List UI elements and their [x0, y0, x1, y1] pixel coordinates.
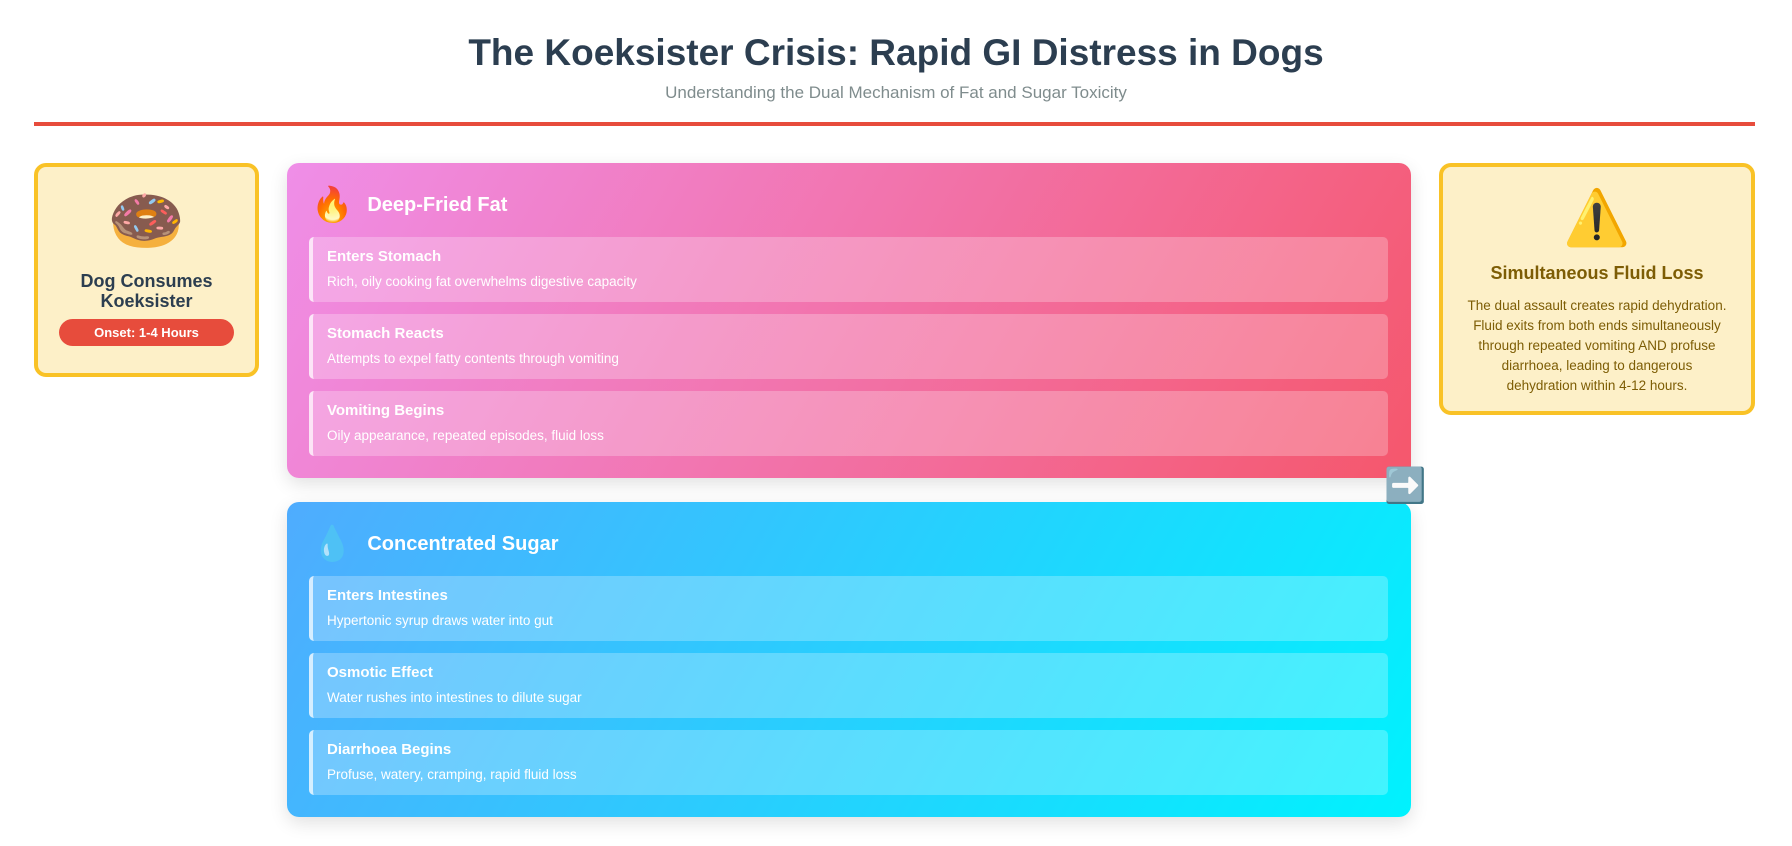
step-card: Enters Intestines Hypertonic syrup draws … [309, 576, 1388, 641]
badge: Onset: 1-4 Hours [59, 319, 234, 346]
card-title: Simultaneous Fluid Loss [1490, 263, 1704, 283]
step-title: Osmotic Effect [327, 664, 433, 681]
step-card: Osmotic Effect Water rushes into intestin… [309, 653, 1388, 718]
step-text: Rich, oily cooking fat overwhelms digest… [327, 274, 637, 289]
panel-title: Deep-Fried Fat [367, 193, 508, 216]
step-card: Stomach Reacts Attempts to expel fatty co… [309, 314, 1388, 379]
step-text: Water rushes into intestines to dilute s… [327, 690, 582, 705]
outcome-card: ⚠️ Simultaneous Fluid Loss The dual assa… [1439, 163, 1755, 415]
card-title: Dog Consumes Koeksister [80, 271, 213, 311]
step-text: Hypertonic syrup draws water into gut [327, 613, 553, 628]
step-card: Diarrhoea Begins Profuse, watery, crampin… [309, 730, 1388, 795]
panel-header: 🔥 Deep-Fried Fat [311, 185, 507, 225]
icon: 🍩 [107, 187, 186, 256]
panel-header: 💧 Concentrated Sugar [311, 524, 559, 564]
step-title: Enters Stomach [327, 248, 442, 265]
pathway-panel: 💧 Concentrated Sugar Enters Intestines Hype… [287, 502, 1411, 817]
pathway-panel: 🔥 Deep-Fried Fat Enters Stomach Rich, oily … [287, 163, 1411, 478]
step-title: Enters Intestines [327, 587, 448, 604]
card-text: The dual assault creates rapid dehydrati… [1467, 298, 1727, 393]
step-title: Stomach Reacts [327, 325, 444, 342]
icon: ⚠️ [1563, 188, 1631, 248]
arrow-icon: ➡️ [1384, 467, 1427, 505]
icon: 🔥 [311, 186, 354, 224]
start-card: 🍩 Dog Consumes Koeksister Onset: 1-4 Hou… [34, 163, 259, 377]
step-title: Diarrhoea Begins [327, 741, 452, 758]
title: The Koeksister Crisis: Rapid GI Distress… [468, 32, 1324, 73]
panel-title: Concentrated Sugar [367, 532, 559, 555]
step-card: Enters Stomach Rich, oily cooking fat ove… [309, 237, 1388, 302]
step-title: Vomiting Begins [327, 402, 445, 419]
divider [34, 122, 1755, 126]
step-card: Vomiting Begins Oily appearance, repeated… [309, 391, 1388, 456]
step-text: Oily appearance, repeated episodes, flui… [327, 428, 604, 443]
icon: 💧 [311, 525, 354, 563]
step-text: Attempts to expel fatty contents through… [327, 351, 619, 366]
step-text: Profuse, watery, cramping, rapid fluid l… [327, 767, 577, 782]
subtitle: Understanding the Dual Mechanism of Fat … [665, 83, 1127, 102]
